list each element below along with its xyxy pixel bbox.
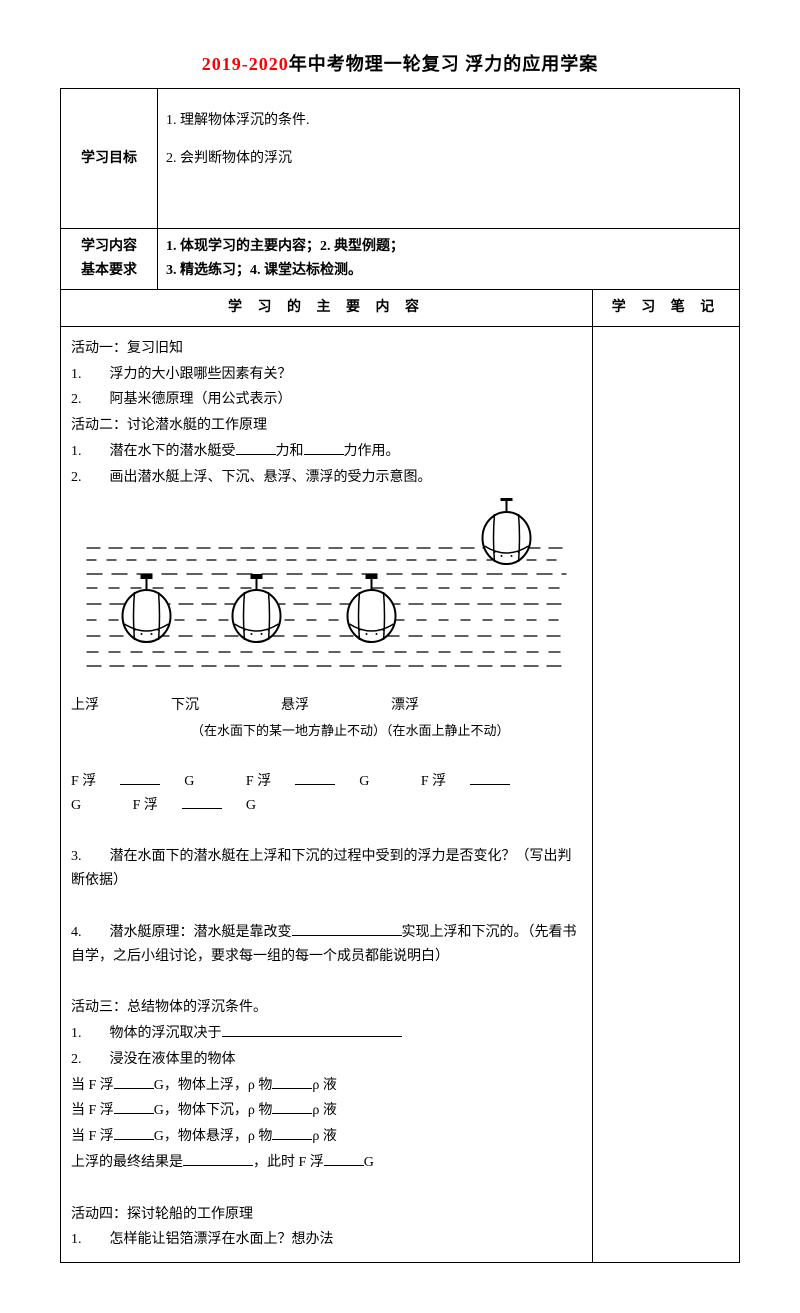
row-content: 活动一：复习旧知 1. 浮力的大小跟哪些因素有关？ 2. 阿基米德原理（用公式表… [61,326,740,1262]
worksheet-table: 学习目标 1. 理解物体浮沉的条件. 2. 会判断物体的浮沉 学习内容 基本要求… [60,88,740,1263]
title-year: 2019-2020 [202,54,289,74]
label-requirements: 学习内容 基本要求 [61,229,158,290]
activity1-title: 活动一：复习旧知 [71,337,582,361]
state-labels: 上浮 下沉 悬浮 漂浮 [71,694,582,718]
worksheet-page: 2019-2020年中考物理一轮复习 浮力的应用学案 学习目标 1. 理解物体浮… [0,0,800,1313]
objective-content: 1. 理解物体浮沉的条件. 2. 会判断物体的浮沉 [158,89,740,229]
row-requirements: 学习内容 基本要求 1. 体现学习的主要内容；2. 典型例题； 3. 精选练习；… [61,229,740,290]
notes-area [593,326,740,1262]
sub-ball-2 [233,574,281,642]
force-compare-row: F 浮G F 浮G F 浮G F 浮G [71,770,582,818]
activity2-title: 活动二：讨论潜水艇的工作原理 [71,414,582,438]
buoyancy-diagram [71,498,582,678]
row-objective: 学习目标 1. 理解物体浮沉的条件. 2. 会判断物体的浮沉 [61,89,740,229]
sub-ball-3 [348,574,396,642]
activity3-title: 活动三：总结物体的浮沉条件。 [71,996,582,1020]
sub-ball-1 [123,574,171,642]
label-objective: 学习目标 [61,89,158,229]
title-rest: 年中考物理一轮复习 浮力的应用学案 [289,54,599,74]
requirements-content: 1. 体现学习的主要内容；2. 典型例题； 3. 精选练习；4. 课堂达标检测。 [158,229,740,290]
header-main: 学 习 的 主 要 内 容 [61,289,593,326]
sub-ball-4 [483,498,531,564]
activity4-title: 活动四：探讨轮船的工作原理 [71,1203,582,1227]
header-notes: 学 习 笔 记 [593,289,740,326]
main-content: 活动一：复习旧知 1. 浮力的大小跟哪些因素有关？ 2. 阿基米德原理（用公式表… [61,326,593,1262]
row-headers: 学 习 的 主 要 内 容 学 习 笔 记 [61,289,740,326]
page-title: 2019-2020年中考物理一轮复习 浮力的应用学案 [60,50,740,76]
